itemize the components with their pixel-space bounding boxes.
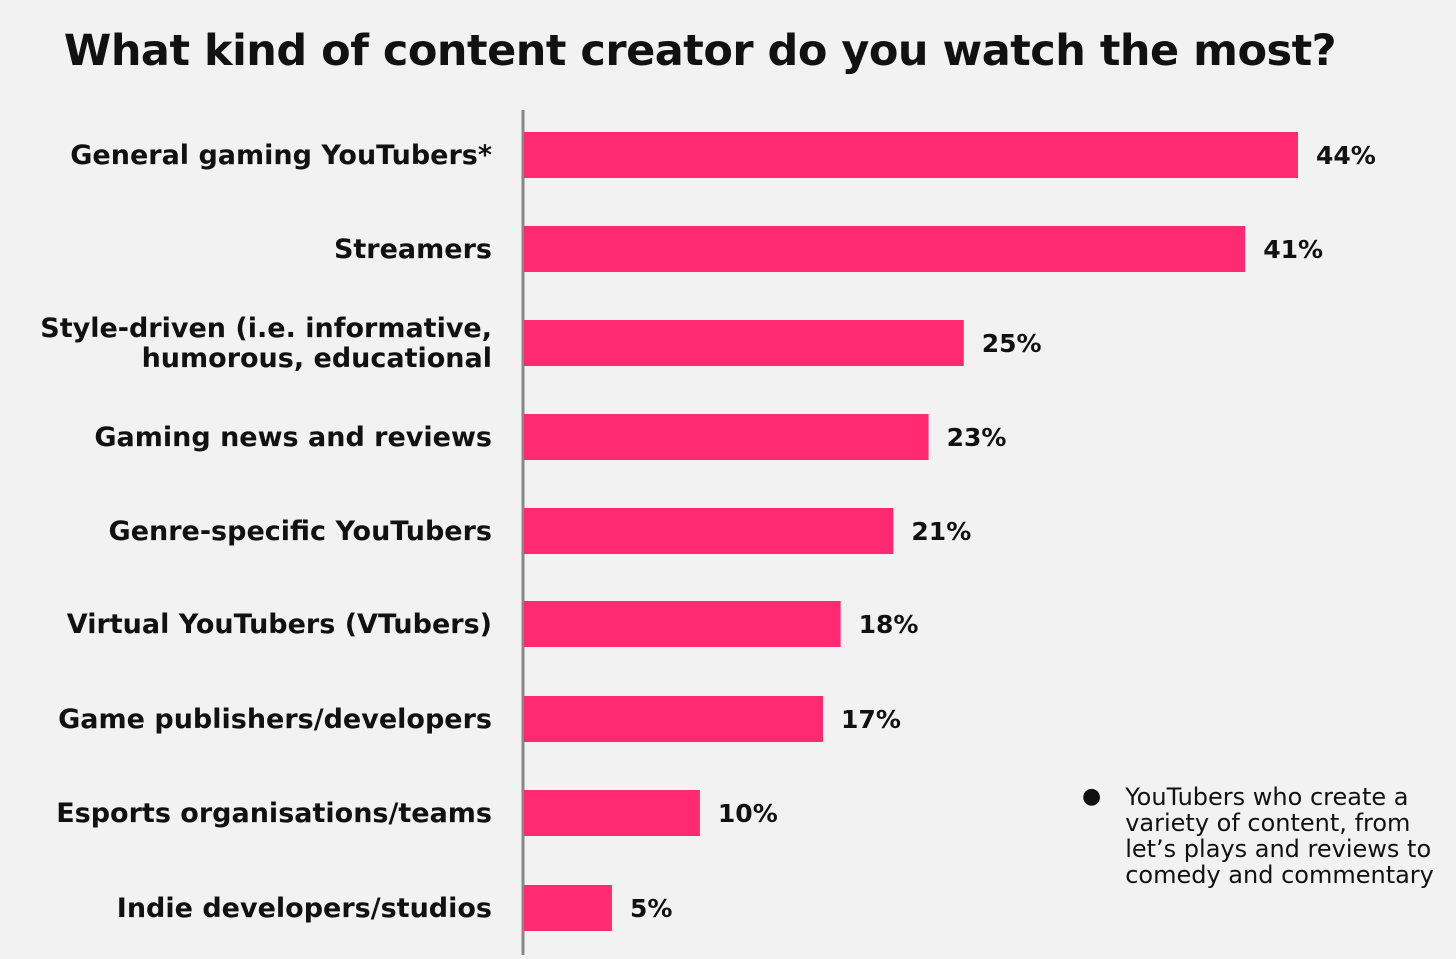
value-label: 17% — [841, 705, 901, 734]
category-label: Streamers — [334, 234, 492, 265]
category-label: Game publishers/developers — [58, 704, 492, 735]
footnote: ● YouTubers who create a variety of cont… — [1082, 784, 1452, 888]
value-label: 10% — [718, 799, 778, 828]
value-label: 44% — [1316, 141, 1376, 170]
value-label: 5% — [630, 894, 672, 923]
bar — [524, 414, 929, 460]
bar — [524, 696, 824, 742]
value-label: 18% — [859, 610, 919, 639]
category-label: Genre-specific YouTubers — [109, 516, 492, 547]
category-label: Style-driven (i.e. informative, — [40, 313, 492, 344]
bar — [524, 601, 841, 647]
bar — [524, 226, 1246, 272]
bar — [524, 790, 700, 836]
category-label: humorous, educational — [142, 343, 492, 374]
value-label: 21% — [911, 517, 971, 546]
value-label: 41% — [1263, 235, 1323, 264]
category-label: Indie developers/studios — [117, 893, 492, 924]
category-label: Esports organisations/teams — [56, 798, 492, 829]
category-label: Virtual YouTubers (VTubers) — [67, 609, 492, 640]
value-label: 23% — [947, 423, 1007, 452]
category-label: Gaming news and reviews — [94, 422, 492, 453]
category-label: General gaming YouTubers* — [70, 140, 492, 171]
footnote-bullet: ● — [1082, 784, 1102, 809]
bar — [524, 885, 612, 931]
chart-title: What kind of content creator do you watc… — [63, 26, 1337, 76]
bar — [524, 508, 894, 554]
bar — [524, 320, 964, 366]
value-label: 25% — [982, 329, 1042, 358]
footnote-text: YouTubers who create a variety of conten… — [1125, 783, 1434, 889]
bar — [524, 132, 1298, 178]
